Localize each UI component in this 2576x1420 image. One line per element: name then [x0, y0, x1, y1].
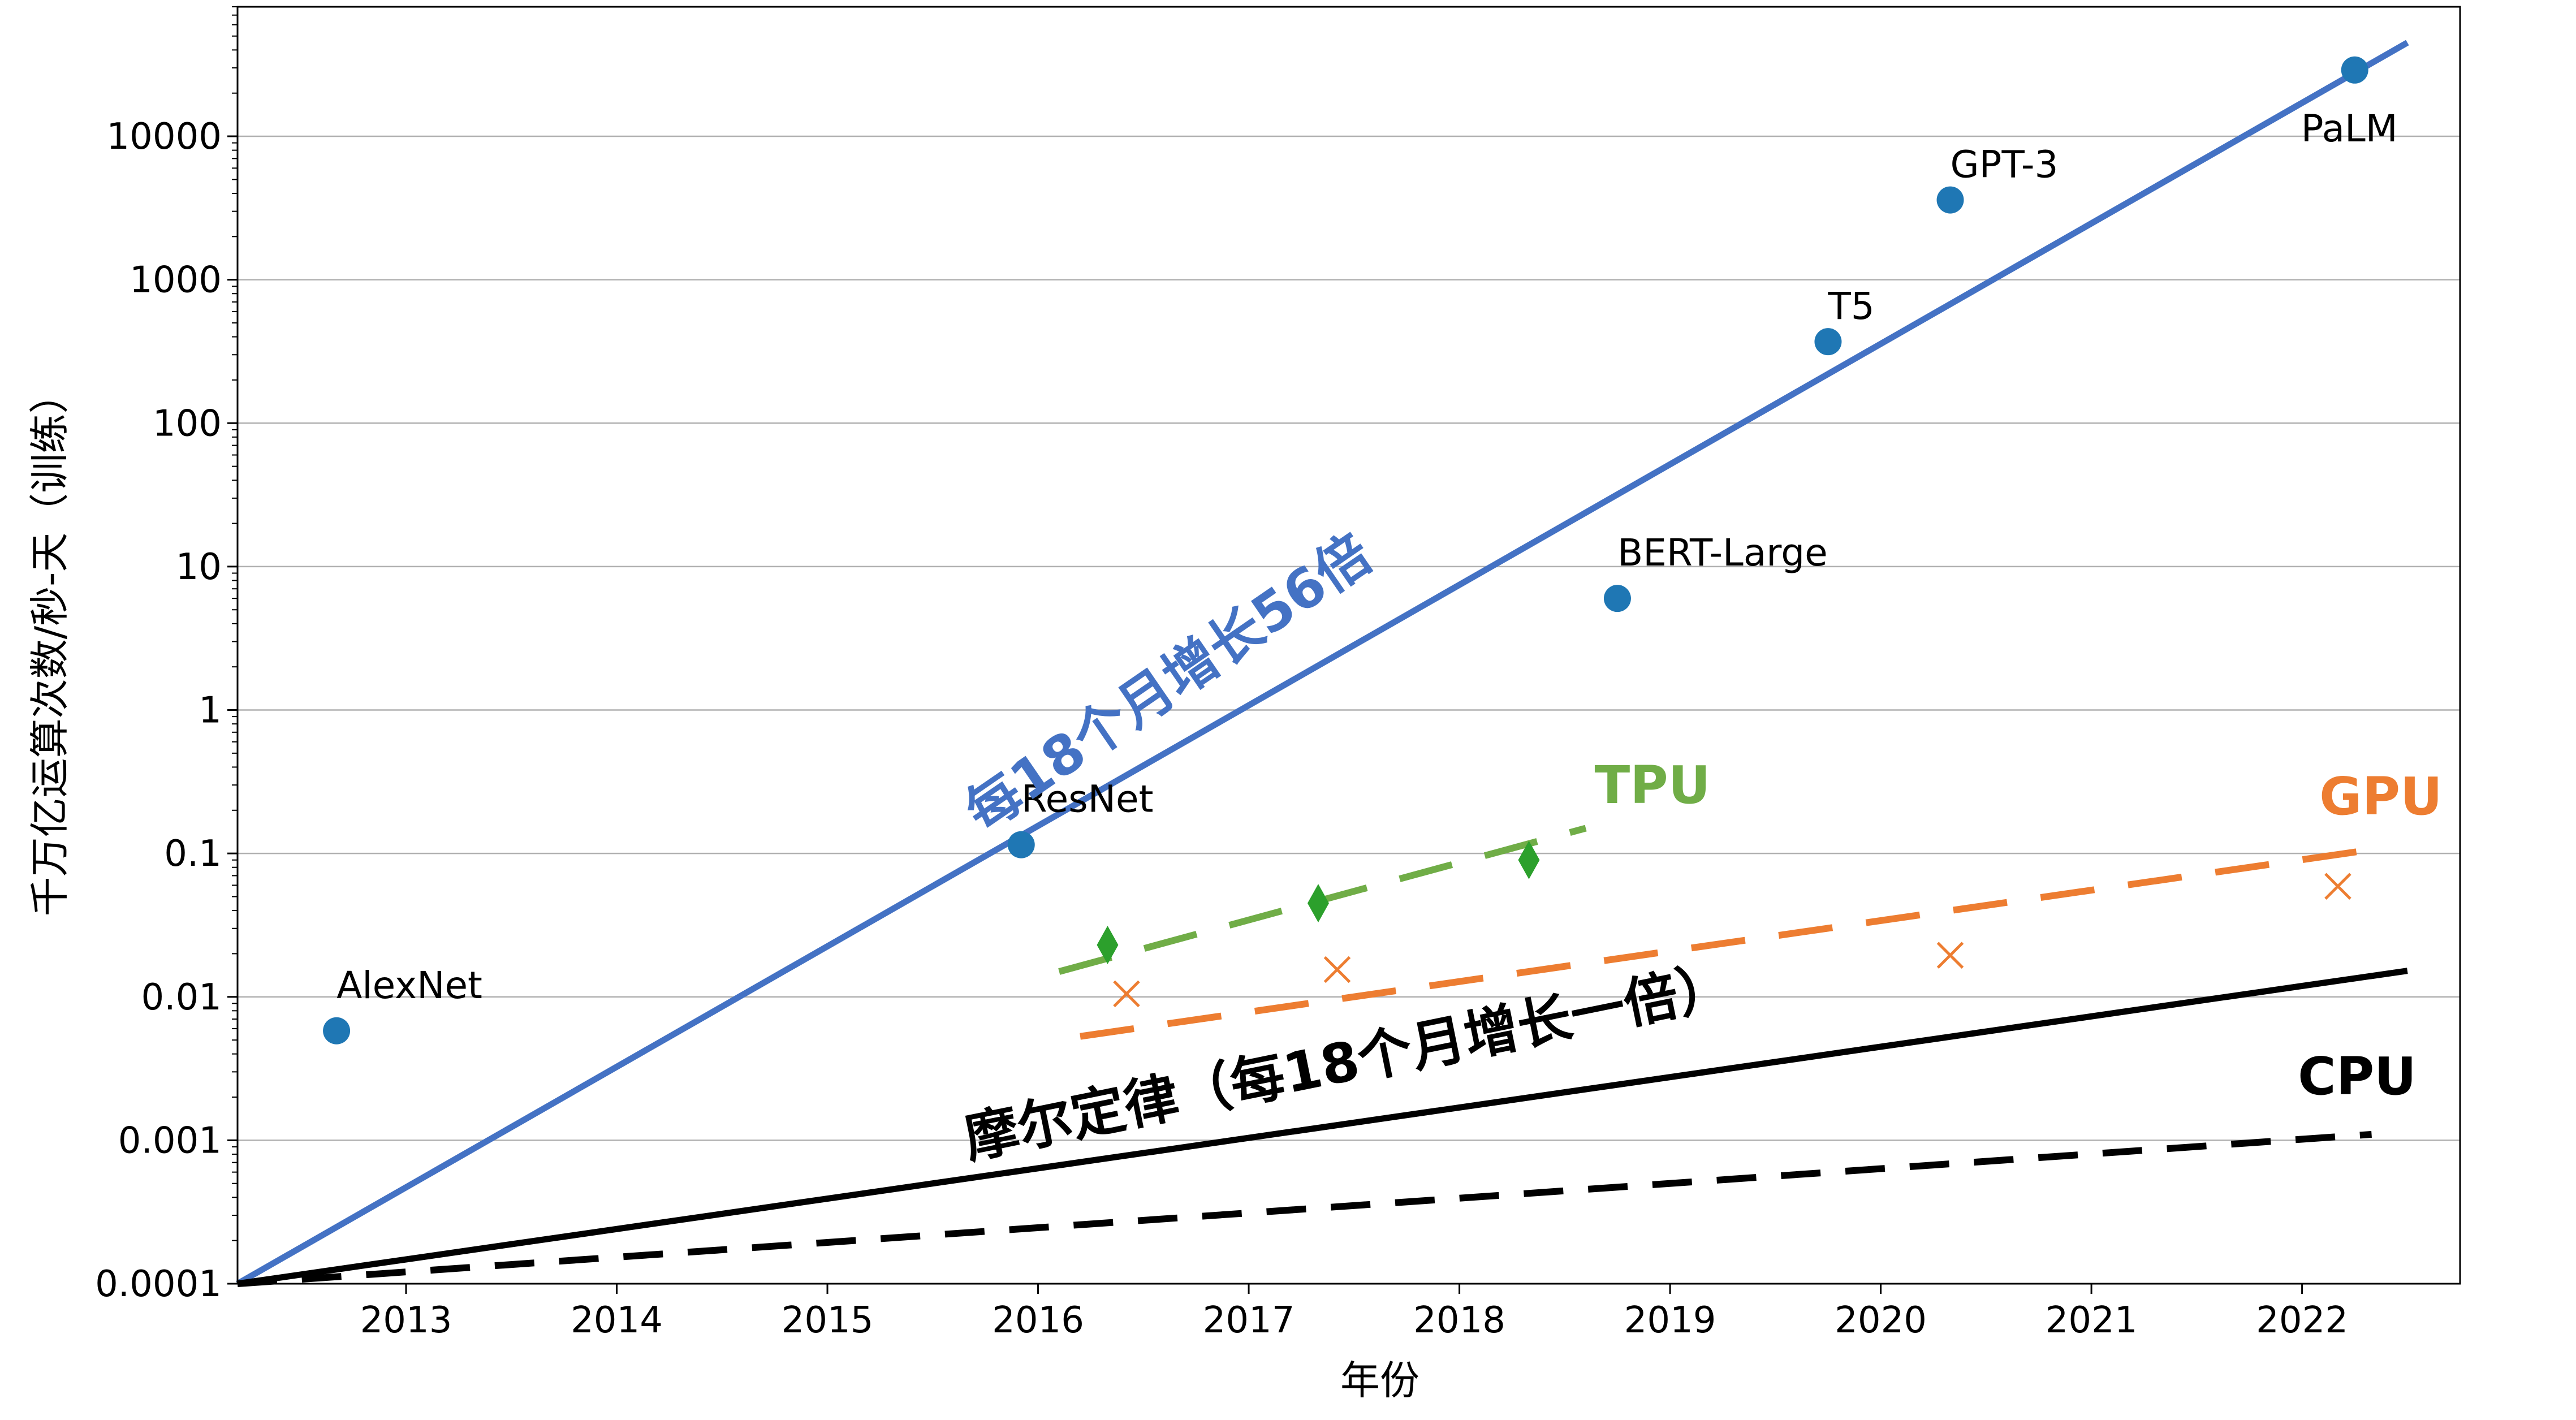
- tpu-series-label: TPU: [1595, 755, 1711, 815]
- gpu-point: [1936, 942, 1964, 969]
- y-tick-label: 0.1: [164, 833, 222, 875]
- gpu-point-stroke: [1936, 942, 1964, 969]
- y-tick-label: 1000: [130, 260, 222, 301]
- trend-line-gpu-trend: [1080, 844, 2387, 1040]
- x-axis-label: 年份: [1340, 1357, 1419, 1404]
- y-tick-label: 0.0001: [95, 1263, 222, 1305]
- x-tick-label: 2013: [360, 1300, 452, 1341]
- x-tick-label: 2017: [1203, 1300, 1295, 1341]
- tpu-point: [1307, 884, 1329, 923]
- x-tick-label: 2019: [1624, 1300, 1716, 1341]
- tpu-point: [1518, 840, 1540, 879]
- x-tick-label: 2020: [1835, 1300, 1927, 1341]
- model-point: [1007, 831, 1035, 858]
- model-label: ResNet: [1021, 778, 1154, 821]
- model-point: [1603, 585, 1631, 612]
- gpu-point: [2324, 873, 2351, 900]
- gpu-series-label: GPU: [2319, 766, 2443, 827]
- model-label: PaLM: [2301, 107, 2398, 150]
- model-point: [323, 1017, 351, 1045]
- tpu-point: [1097, 926, 1119, 965]
- cpu-series-label: CPU: [2298, 1046, 2417, 1107]
- trend-line-moore: [237, 968, 2408, 1287]
- model-point: [2341, 56, 2368, 84]
- plot-frame: [236, 6, 2461, 1285]
- text-labels: AlexNet ResNet BERT-Large T5 GPT-3 PaLM: [336, 107, 2398, 1007]
- gpu-point-stroke: [2324, 873, 2351, 900]
- gpu-point-stroke: [1113, 980, 1140, 1008]
- x-tick-label: 2021: [2046, 1300, 2138, 1341]
- y-tick-label: 10: [176, 546, 222, 588]
- data-markers: [323, 56, 2368, 1045]
- model-point: [1936, 186, 1964, 214]
- model-label: GPT-3: [1951, 143, 2059, 187]
- minor-ticks: [232, 6, 238, 1241]
- y-tick-label: 1: [199, 690, 222, 732]
- x-tick-label: 2018: [1413, 1300, 1505, 1341]
- x-tick-label: 2016: [992, 1300, 1084, 1341]
- model-label: AlexNet: [336, 964, 482, 1007]
- y-axis-label: 千万亿运算次数/秒-天（训练）: [27, 374, 73, 917]
- y-tick-label: 100: [153, 403, 222, 444]
- x-tick-label: 2015: [782, 1300, 874, 1341]
- gpu-point: [1113, 980, 1140, 1008]
- trend-line-model-trend: [236, 40, 2409, 1287]
- y-tick-label: 0.01: [141, 977, 222, 1018]
- gpu-point: [1323, 956, 1351, 983]
- x-tick-label: 2014: [571, 1300, 663, 1341]
- y-tick-label: 10000: [106, 116, 222, 158]
- trend-line-cpu-trend: [237, 1130, 2372, 1287]
- model-label: T5: [1827, 284, 1874, 328]
- model-point: [1814, 328, 1842, 356]
- gpu-point-stroke: [1323, 956, 1351, 983]
- x-tick-label: 2022: [2256, 1300, 2348, 1341]
- y-tick-label: 0.001: [118, 1120, 222, 1162]
- axis-ticks: 0.0001 0.001 0.01 0.1 1 10 100 1000 10000 2013 201…: [95, 116, 2348, 1341]
- trend-lines: [236, 40, 2409, 1287]
- model-label: BERT-Large: [1617, 531, 1828, 575]
